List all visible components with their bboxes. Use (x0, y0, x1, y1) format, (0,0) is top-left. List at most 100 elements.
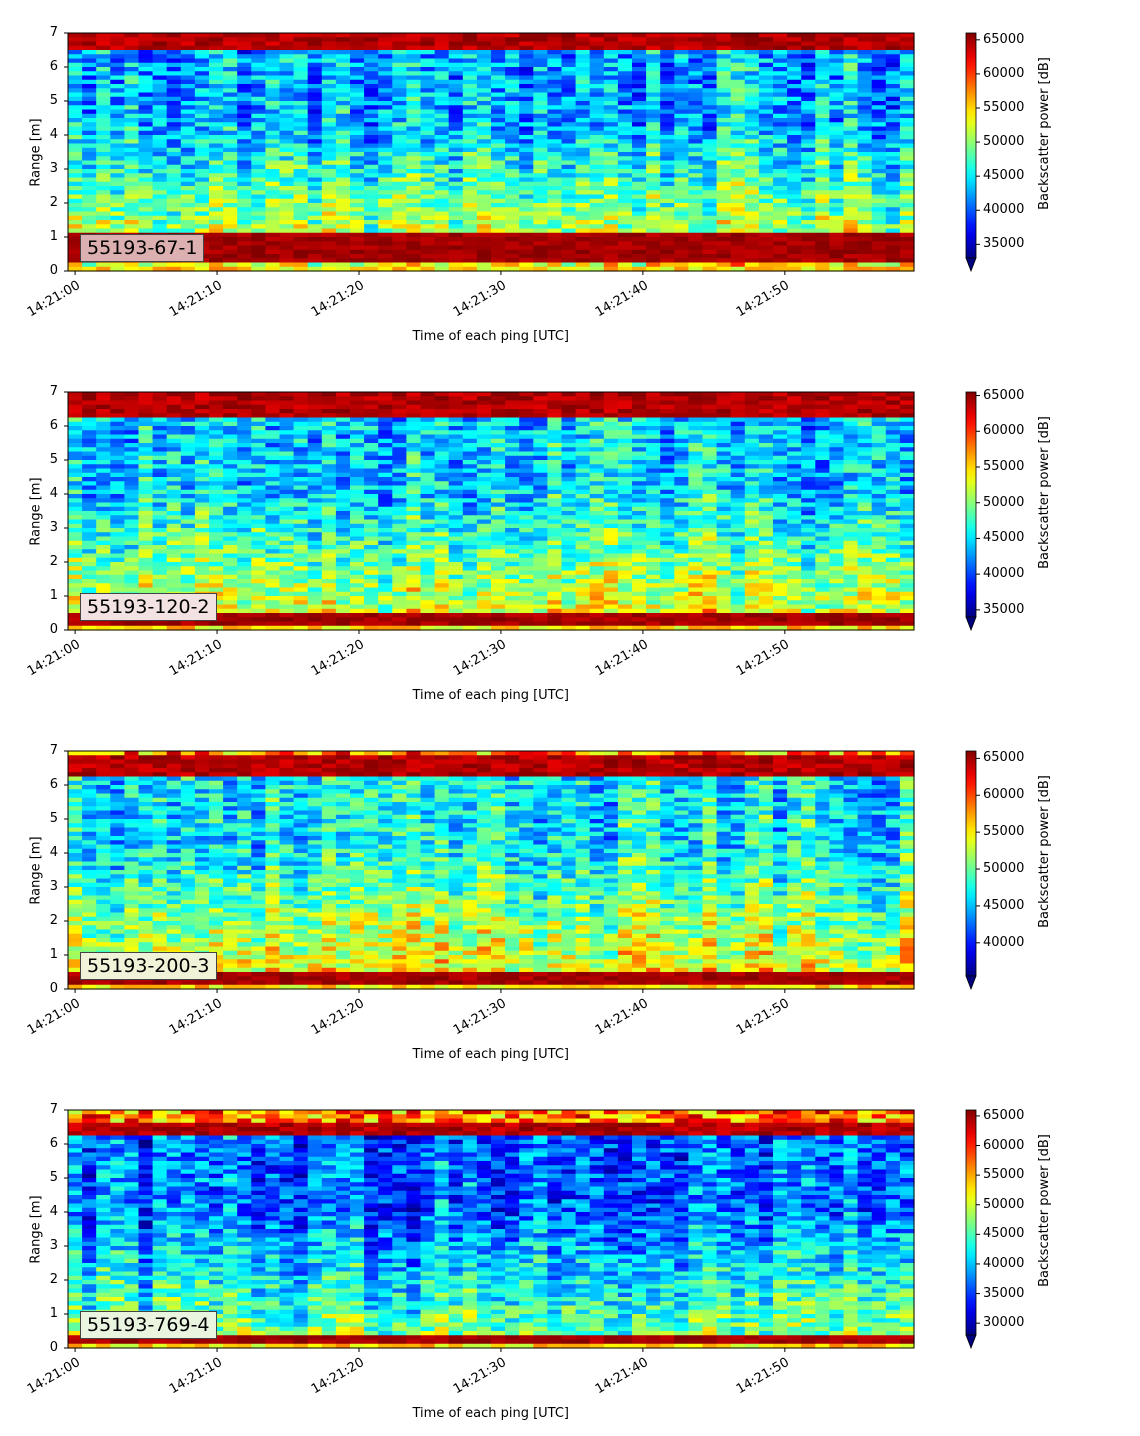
heatmap-cell (364, 404, 379, 410)
heatmap-cell (603, 45, 619, 51)
heatmap-cell (392, 164, 407, 170)
heatmap-cell (547, 211, 563, 217)
heatmap-cell (392, 494, 407, 499)
heatmap-cell (476, 71, 492, 77)
heatmap-cell (829, 207, 845, 213)
heatmap-cell (420, 84, 436, 89)
heatmap-cell (801, 224, 816, 230)
heatmap-cell (476, 266, 492, 272)
heatmap-cell (575, 122, 591, 128)
heatmap-cell (223, 617, 238, 623)
heatmap-cell (871, 139, 887, 145)
heatmap-cell (321, 587, 337, 593)
heatmap-cell (646, 50, 661, 55)
heatmap-cell (420, 58, 436, 64)
heatmap-cell (899, 79, 915, 85)
heatmap-cell (307, 600, 323, 606)
heatmap-cell (265, 506, 281, 512)
heatmap-cell (96, 579, 111, 584)
heatmap-cell (561, 41, 577, 47)
heatmap-cell (251, 489, 266, 495)
heatmap-cell (392, 266, 407, 272)
heatmap-cell (110, 426, 125, 431)
heatmap-cell (335, 37, 351, 43)
heatmap-cell (589, 152, 605, 157)
heatmap-cell (237, 519, 252, 525)
heatmap-cell (448, 266, 464, 272)
heatmap-cell (166, 438, 182, 444)
heatmap-cell (617, 37, 633, 43)
heatmap-cell (899, 62, 915, 68)
heatmap-cell (392, 600, 407, 606)
heatmap-cell (68, 143, 83, 149)
heatmap-cell (279, 84, 295, 89)
heatmap-cell (194, 553, 210, 559)
heatmap-cell (392, 579, 407, 584)
heatmap-cell (730, 224, 746, 230)
heatmap-cell (335, 451, 351, 457)
heatmap-cell (378, 245, 393, 251)
heatmap-cell (223, 181, 238, 187)
heatmap-cell (293, 413, 309, 419)
heatmap-cell (194, 118, 210, 123)
heatmap-cell (209, 186, 224, 191)
heatmap-cell (476, 194, 492, 200)
heatmap-cell (575, 169, 591, 174)
heatmap-cell (194, 224, 210, 230)
heatmap-cell (279, 404, 295, 410)
heatmap-cell (491, 122, 506, 128)
heatmap-cell (815, 160, 830, 166)
heatmap-cell (166, 396, 182, 402)
heatmap-cell (378, 215, 393, 221)
heatmap-cell (364, 156, 379, 162)
heatmap-cell (561, 147, 577, 153)
heatmap-cell (96, 54, 111, 60)
heatmap-cell (279, 215, 295, 221)
heatmap-cell (68, 511, 83, 516)
heatmap-cell (293, 186, 309, 191)
colorbar-tick-label: 40000 (983, 202, 1025, 218)
heatmap-cell (223, 460, 238, 465)
heatmap-cell (180, 498, 196, 504)
heatmap-cell (307, 417, 323, 423)
heatmap-cell (378, 532, 393, 538)
heatmap-cell (138, 211, 154, 217)
heatmap-cell (251, 625, 266, 631)
heatmap-cell (321, 58, 337, 64)
heatmap-cell (335, 62, 351, 68)
heatmap-cell (660, 220, 675, 225)
heatmap-cell (533, 75, 548, 81)
heatmap-cell (307, 608, 323, 614)
heatmap-cell (801, 109, 816, 115)
heatmap-cell (307, 41, 323, 47)
heatmap-cell (406, 621, 422, 627)
heatmap-cell (378, 511, 393, 516)
heatmap-cell (801, 228, 816, 234)
heatmap-cell (364, 143, 379, 149)
heatmap-cell (857, 220, 873, 225)
heatmap-cell (180, 220, 196, 225)
heatmap-cell (82, 58, 97, 64)
heatmap-cell (801, 33, 816, 38)
heatmap-cell (96, 96, 111, 102)
heatmap-cell (589, 37, 605, 43)
heatmap-cell (815, 245, 830, 251)
heatmap-cell (491, 109, 506, 115)
heatmap-cell (857, 62, 873, 68)
heatmap-cell (434, 443, 450, 448)
heatmap-cell (660, 258, 675, 264)
heatmap-cell (885, 105, 901, 111)
heatmap-cell (293, 481, 309, 487)
heatmap-cell (392, 604, 407, 610)
heatmap-cell (758, 37, 774, 43)
heatmap-cell (194, 54, 210, 60)
heatmap-cell (871, 105, 887, 111)
heatmap-cell (194, 426, 210, 431)
heatmap-cell (561, 54, 577, 60)
heatmap-cell (491, 62, 506, 68)
heatmap-cell (251, 84, 266, 89)
heatmap-cell (448, 455, 464, 461)
heatmap-cell (364, 434, 379, 440)
heatmap-cell (335, 198, 351, 204)
heatmap-cell (265, 237, 281, 242)
